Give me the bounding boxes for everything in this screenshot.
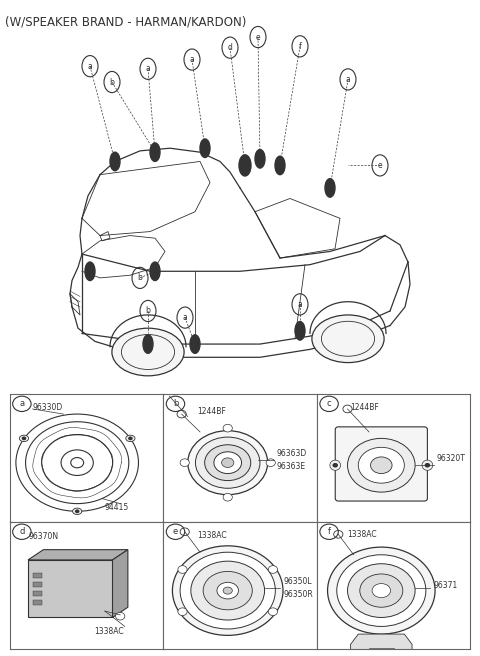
Ellipse shape <box>295 321 305 340</box>
Ellipse shape <box>348 564 415 617</box>
Text: b: b <box>145 306 150 316</box>
Ellipse shape <box>150 143 160 161</box>
Text: 96371: 96371 <box>433 581 458 590</box>
Ellipse shape <box>360 574 403 607</box>
Text: d: d <box>228 43 232 52</box>
Text: (W/SPEAKER BRAND - HARMAN/KARDON): (W/SPEAKER BRAND - HARMAN/KARDON) <box>5 16 246 29</box>
Ellipse shape <box>312 315 384 363</box>
Ellipse shape <box>371 457 392 474</box>
Polygon shape <box>112 550 128 617</box>
Circle shape <box>223 493 232 501</box>
Bar <box>33 573 42 578</box>
Text: 96330D: 96330D <box>33 403 63 412</box>
Ellipse shape <box>180 552 276 629</box>
Text: 96320T: 96320T <box>437 455 466 463</box>
Ellipse shape <box>348 438 415 492</box>
Text: 1244BF: 1244BF <box>197 407 226 416</box>
Circle shape <box>178 565 187 573</box>
Bar <box>33 600 42 605</box>
Text: 96363D: 96363D <box>277 449 307 459</box>
Ellipse shape <box>217 583 239 599</box>
Ellipse shape <box>71 458 84 468</box>
Text: 1338AC: 1338AC <box>348 530 377 539</box>
Text: a: a <box>298 300 302 309</box>
Text: 96370N: 96370N <box>28 533 58 541</box>
Text: f: f <box>299 42 301 51</box>
Text: a: a <box>190 55 194 64</box>
Bar <box>33 582 42 586</box>
Text: f: f <box>327 527 331 536</box>
Ellipse shape <box>172 546 283 636</box>
Text: 1244BF: 1244BF <box>350 403 379 412</box>
Text: 96350L: 96350L <box>283 577 312 586</box>
Ellipse shape <box>191 561 264 620</box>
Text: e: e <box>378 161 382 170</box>
Text: b: b <box>138 274 143 282</box>
Ellipse shape <box>223 587 232 594</box>
Ellipse shape <box>150 262 160 281</box>
Text: a: a <box>145 64 150 73</box>
Text: a: a <box>346 75 350 84</box>
Ellipse shape <box>255 150 265 168</box>
Circle shape <box>22 436 26 440</box>
Ellipse shape <box>214 452 241 474</box>
Text: a: a <box>88 62 92 71</box>
Circle shape <box>425 463 430 468</box>
Circle shape <box>333 463 338 468</box>
Circle shape <box>268 608 277 615</box>
Ellipse shape <box>126 435 135 441</box>
FancyBboxPatch shape <box>335 427 427 501</box>
Ellipse shape <box>85 262 95 281</box>
Ellipse shape <box>200 139 210 157</box>
Text: 1338AC: 1338AC <box>197 531 227 540</box>
Ellipse shape <box>72 508 82 514</box>
Circle shape <box>75 509 80 513</box>
Text: e: e <box>256 33 260 41</box>
Ellipse shape <box>239 155 251 176</box>
Polygon shape <box>28 550 128 560</box>
Ellipse shape <box>337 555 426 626</box>
Text: c: c <box>327 400 331 408</box>
Text: 94415: 94415 <box>105 503 129 512</box>
Ellipse shape <box>422 460 433 470</box>
Text: e: e <box>173 527 178 536</box>
Circle shape <box>116 612 125 620</box>
Circle shape <box>268 565 277 573</box>
Text: 96350R: 96350R <box>283 590 313 599</box>
Ellipse shape <box>325 178 335 197</box>
Polygon shape <box>28 560 112 617</box>
Ellipse shape <box>358 447 404 483</box>
Text: 96363E: 96363E <box>277 462 306 471</box>
Circle shape <box>223 424 232 432</box>
Text: b: b <box>109 77 114 87</box>
Ellipse shape <box>143 335 153 354</box>
Ellipse shape <box>203 571 252 610</box>
Polygon shape <box>350 634 412 655</box>
Circle shape <box>180 459 189 466</box>
Ellipse shape <box>372 584 391 598</box>
Text: a: a <box>19 400 24 408</box>
Text: 1338AC: 1338AC <box>94 627 124 636</box>
Circle shape <box>128 436 132 440</box>
Ellipse shape <box>327 547 435 634</box>
Ellipse shape <box>112 328 184 376</box>
Bar <box>33 590 42 596</box>
Bar <box>369 648 394 655</box>
Circle shape <box>178 608 187 615</box>
Ellipse shape <box>222 458 234 468</box>
Ellipse shape <box>275 156 285 174</box>
Circle shape <box>266 459 276 466</box>
Ellipse shape <box>204 445 251 481</box>
Text: a: a <box>182 313 187 322</box>
Ellipse shape <box>190 335 200 354</box>
Ellipse shape <box>19 435 29 441</box>
Ellipse shape <box>195 437 260 488</box>
Text: d: d <box>19 527 24 536</box>
Ellipse shape <box>188 431 268 495</box>
Text: b: b <box>173 400 178 408</box>
Ellipse shape <box>110 152 120 171</box>
Ellipse shape <box>330 460 341 470</box>
